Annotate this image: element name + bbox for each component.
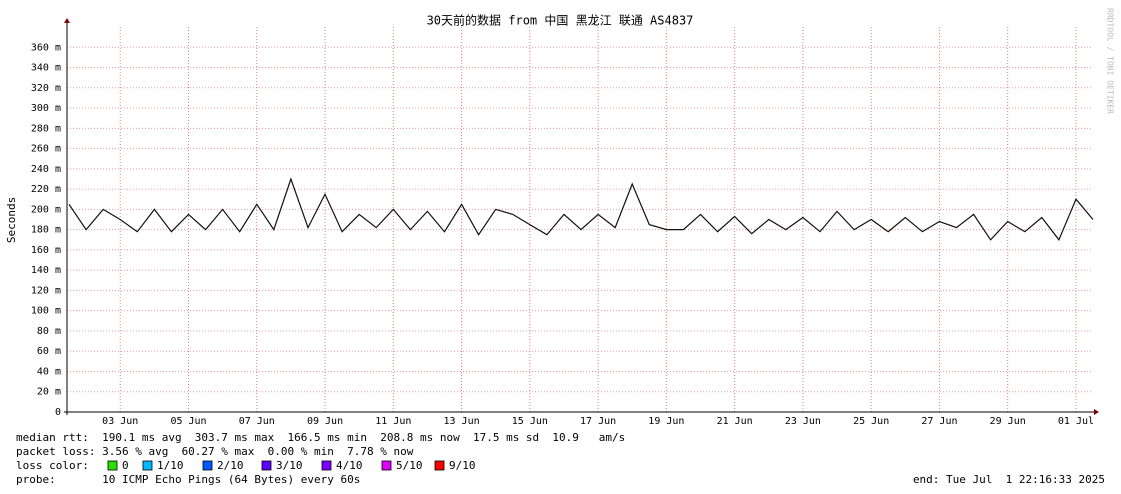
y-tick-label: 20 m bbox=[37, 387, 61, 398]
y-tick-label: 100 m bbox=[31, 306, 61, 317]
x-tick-label: 29 Jun bbox=[990, 416, 1026, 427]
y-tick-label: 140 m bbox=[31, 265, 61, 276]
x-tick-label: 13 Jun bbox=[444, 416, 480, 427]
x-tick-label: 21 Jun bbox=[717, 416, 753, 427]
legend-swatch bbox=[261, 460, 272, 471]
probe-info: probe: 10 ICMP Echo Pings (64 Bytes) eve… bbox=[16, 473, 360, 486]
stats-line: median rtt: 190.1 ms avg 303.7 ms max 16… bbox=[16, 431, 625, 444]
y-tick-label: 240 m bbox=[31, 164, 61, 175]
y-tick-label: 120 m bbox=[31, 285, 61, 296]
y-tick-label: 200 m bbox=[31, 204, 61, 215]
y-tick-label: 180 m bbox=[31, 225, 61, 236]
y-tick-label: 260 m bbox=[31, 144, 61, 155]
watermark: RRDTOOL / TOBI OETIKER bbox=[1106, 8, 1115, 114]
y-tick-label: 320 m bbox=[31, 83, 61, 94]
y-tick-label: 160 m bbox=[31, 245, 61, 256]
y-tick-label: 300 m bbox=[31, 103, 61, 114]
legend-swatch bbox=[381, 460, 392, 471]
x-tick-label: 27 Jun bbox=[921, 416, 957, 427]
loss-color-label: loss color: bbox=[16, 459, 89, 472]
x-tick-label: 25 Jun bbox=[853, 416, 889, 427]
x-tick-label: 09 Jun bbox=[307, 416, 343, 427]
legend-swatch bbox=[202, 460, 213, 471]
x-tick-label: 01 Jul bbox=[1058, 416, 1094, 427]
end-time: end: Tue Jul 1 22:16:33 2025 bbox=[913, 473, 1105, 486]
y-tick-label: 280 m bbox=[31, 123, 61, 134]
legend-label: 1/10 bbox=[157, 459, 184, 472]
x-tick-label: 11 Jun bbox=[375, 416, 411, 427]
median-line bbox=[68, 177, 1094, 241]
legend-label: 2/10 bbox=[217, 459, 244, 472]
y-tick-label: 40 m bbox=[37, 366, 61, 377]
y-tick-label: 340 m bbox=[31, 63, 61, 74]
legend-swatch bbox=[434, 460, 445, 471]
legend-label: 4/10 bbox=[336, 459, 363, 472]
legend-swatch bbox=[321, 460, 332, 471]
axis-arrow bbox=[64, 18, 70, 23]
chart-title: 30天前的数据 from 中国 黑龙江 联通 AS4837 bbox=[427, 13, 694, 28]
legend-swatch bbox=[107, 460, 118, 471]
y-tick-label: 360 m bbox=[31, 42, 61, 53]
x-tick-label: 17 Jun bbox=[580, 416, 616, 427]
x-tick-label: 03 Jun bbox=[102, 416, 138, 427]
y-axis-label: Seconds bbox=[5, 197, 18, 243]
y-tick-label: 60 m bbox=[37, 346, 61, 357]
axis-arrow bbox=[1094, 409, 1099, 415]
x-tick-label: 07 Jun bbox=[239, 416, 275, 427]
y-tick-label: 80 m bbox=[37, 326, 61, 337]
legend-label: 9/10 bbox=[449, 459, 476, 472]
legend-swatch bbox=[142, 460, 153, 471]
x-tick-label: 23 Jun bbox=[785, 416, 821, 427]
x-tick-label: 15 Jun bbox=[512, 416, 548, 427]
x-tick-label: 05 Jun bbox=[170, 416, 206, 427]
legend-label: 5/10 bbox=[396, 459, 423, 472]
x-tick-label: 19 Jun bbox=[648, 416, 684, 427]
legend-label: 3/10 bbox=[276, 459, 303, 472]
y-tick-label: 0 bbox=[55, 407, 61, 418]
stats-line: packet loss: 3.56 % avg 60.27 % max 0.00… bbox=[16, 445, 414, 458]
legend-label: 0 bbox=[122, 459, 129, 472]
y-tick-label: 220 m bbox=[31, 184, 61, 195]
